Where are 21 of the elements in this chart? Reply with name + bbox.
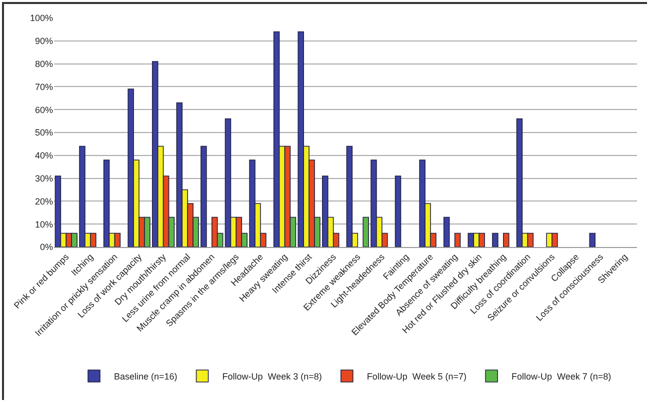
bar — [394, 176, 402, 247]
bar — [443, 216, 450, 247]
y-tick-label: 0% — [40, 242, 53, 252]
y-tick-label: 70% — [34, 82, 53, 92]
y-tick-label: 80% — [34, 58, 53, 69]
y-tick-label: 10% — [34, 219, 53, 230]
legend-label: Follow-Up Week 7 (n=8) — [512, 372, 612, 382]
legend-label: Follow-Up Week 5 (n=7) — [366, 372, 467, 382]
bar — [503, 232, 510, 247]
bar — [492, 232, 498, 247]
legend-label: Baseline (n=16) — [114, 372, 178, 382]
y-tick-label: 20% — [34, 196, 53, 206]
y-tick-label: 90% — [34, 36, 53, 46]
legend-label: Follow-Up Week 3 (n=8) — [222, 372, 322, 382]
y-tick-label: 100% — [30, 13, 53, 24]
bar — [454, 232, 461, 247]
y-tick-label: 60% — [34, 104, 53, 115]
bar — [589, 232, 596, 247]
y-tick-label: 40% — [34, 150, 53, 161]
y-tick-label: 50% — [34, 128, 53, 138]
y-tick-label: 30% — [34, 173, 53, 184]
